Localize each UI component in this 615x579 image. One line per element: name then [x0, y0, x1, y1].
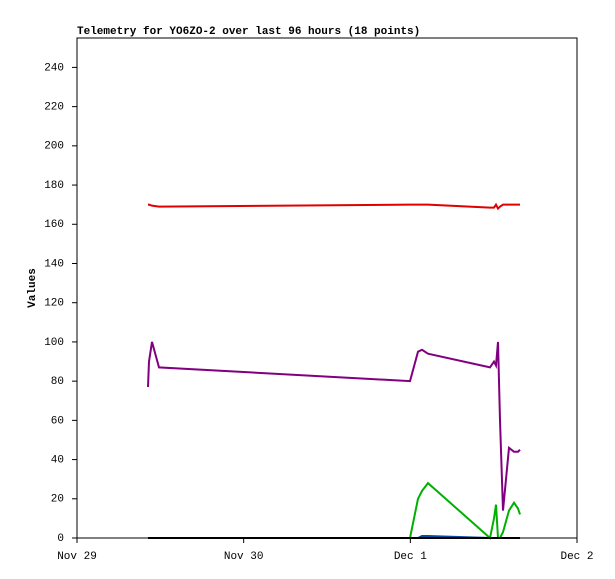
- y-tick-label: 140: [44, 258, 64, 270]
- x-tick-label: Dec 1: [394, 551, 427, 563]
- y-axis-label: Values: [27, 268, 39, 308]
- x-tick-label: Dec 2: [560, 551, 593, 563]
- chart-title: Telemetry for YO6ZO-2 over last 96 hours…: [77, 26, 420, 38]
- series-line: [148, 481, 521, 540]
- series-line: [148, 202, 520, 211]
- y-tick-label: 220: [44, 102, 64, 114]
- y-tick-label: 160: [44, 219, 64, 231]
- y-tick-label: 20: [51, 494, 64, 506]
- y-tick-label: 180: [44, 180, 64, 192]
- y-tick-label: 0: [57, 533, 64, 545]
- y-tick-label: 40: [51, 454, 64, 466]
- x-tick-label: Nov 30: [224, 551, 264, 563]
- x-tick-label: Nov 29: [57, 551, 97, 563]
- series-line: [147, 341, 521, 511]
- y-tick-label: 120: [44, 298, 64, 310]
- y-tick-label: 200: [44, 141, 64, 153]
- y-tick-label: 100: [44, 337, 64, 349]
- y-tick-label: 60: [51, 415, 64, 427]
- y-tick-label: 80: [51, 376, 64, 388]
- y-tick-label: 240: [44, 62, 64, 74]
